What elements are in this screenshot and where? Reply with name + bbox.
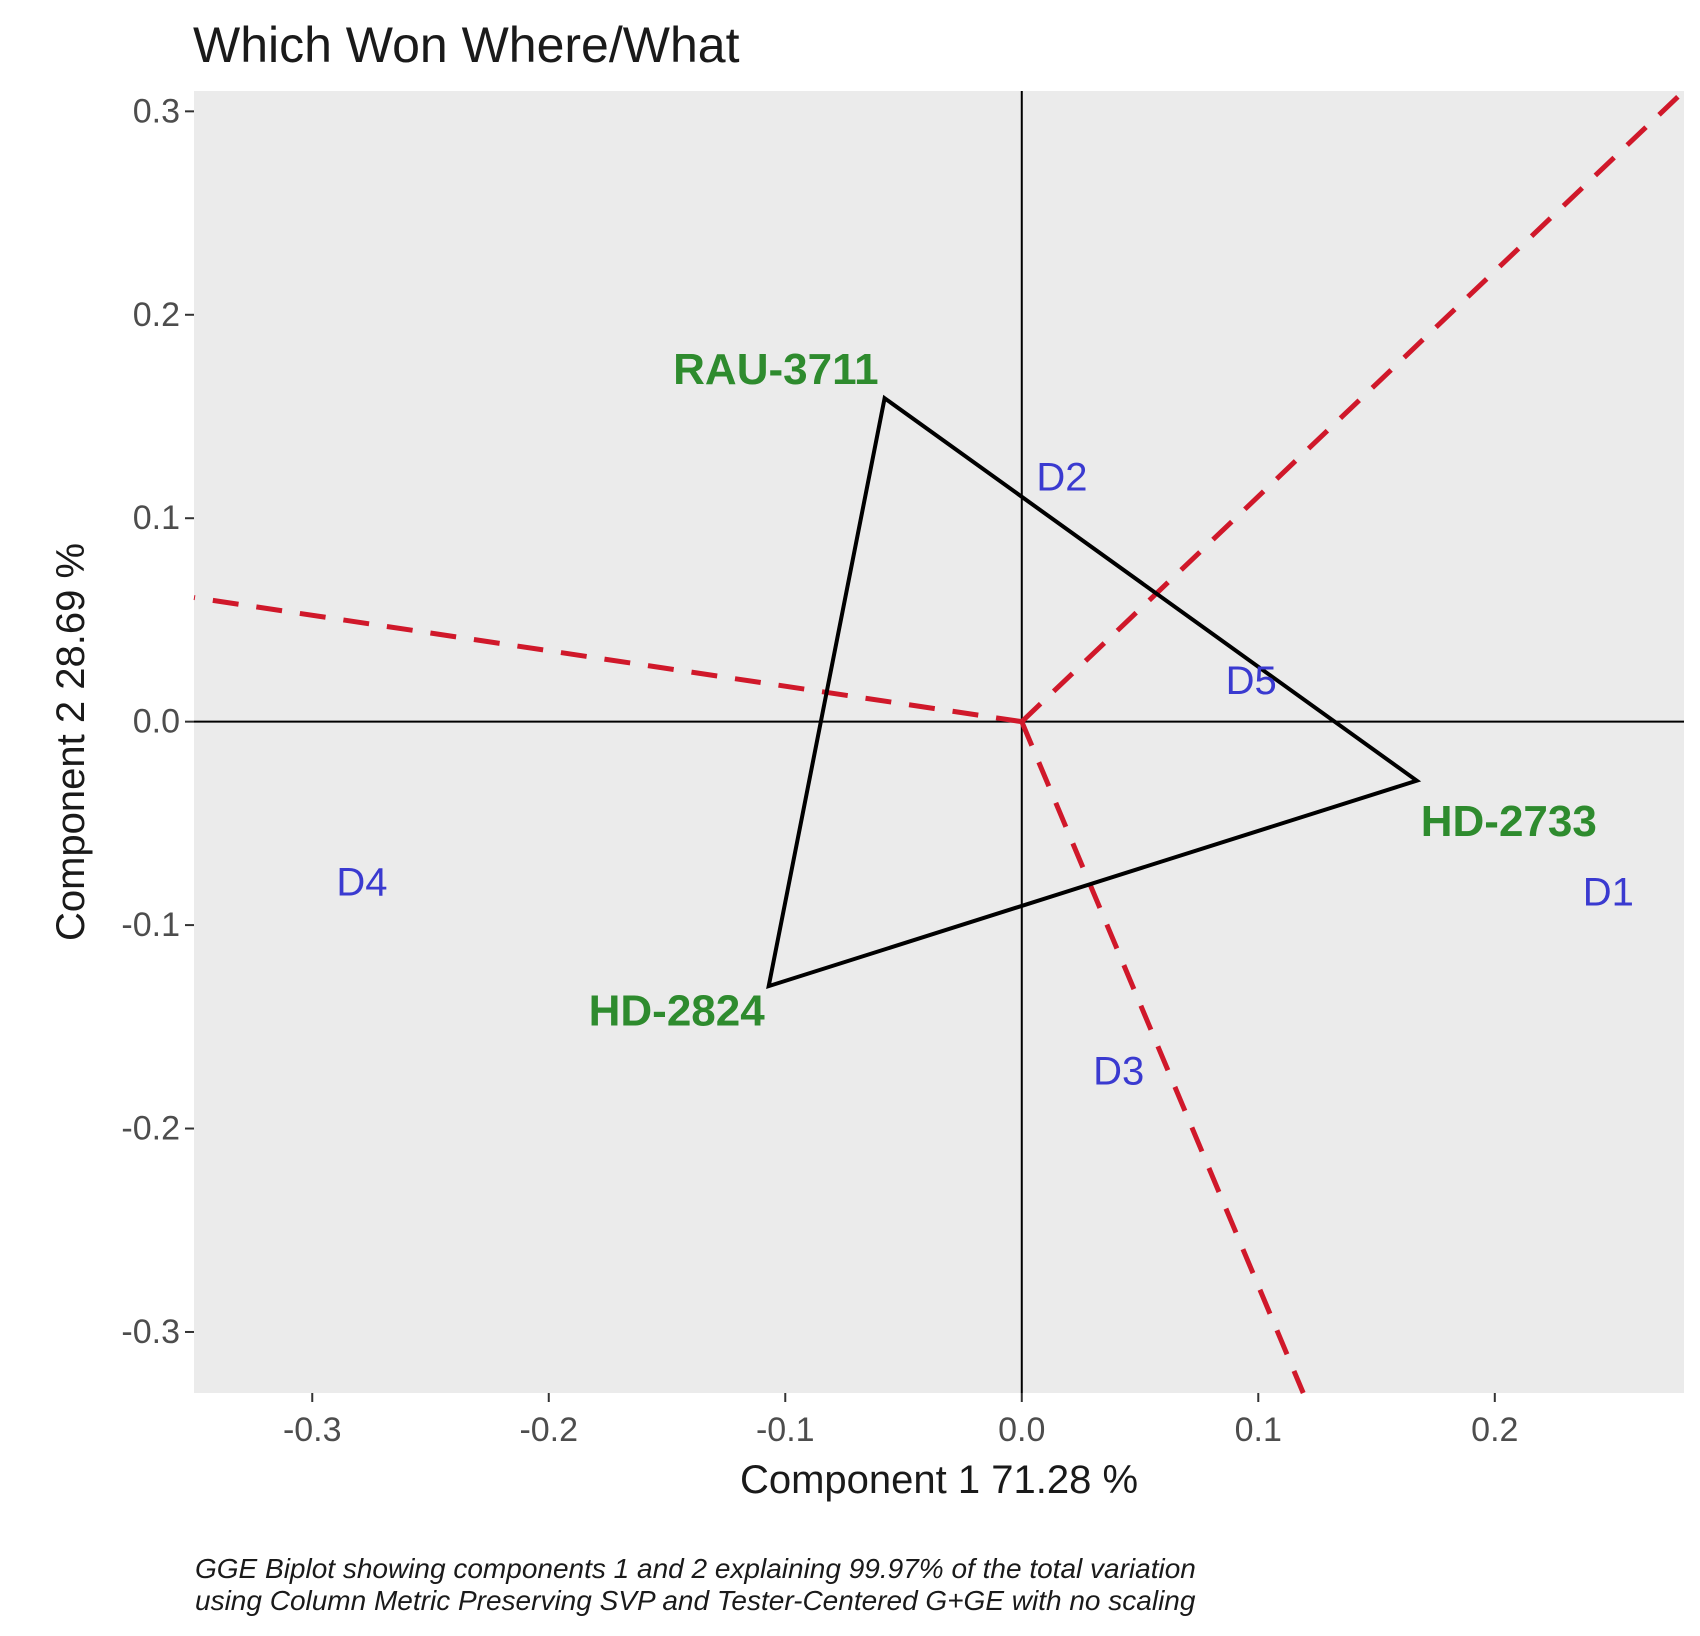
environment-label-d1: D1 <box>1583 871 1634 915</box>
y-tick-label: 0.1 <box>133 499 180 537</box>
x-tick-label: -0.1 <box>756 1411 815 1449</box>
plot-panel <box>194 91 1684 1393</box>
y-tick-label: 0.0 <box>133 703 180 741</box>
x-tick-label: -0.2 <box>519 1411 578 1449</box>
y-tick-label: 0.3 <box>133 92 180 130</box>
x-axis-title: Component 1 71.28 % <box>740 1458 1138 1502</box>
y-axis: -0.3 -0.2 -0.1 0.0 0.1 0.2 0.3 <box>121 92 194 1351</box>
environment-label-d2: D2 <box>1036 456 1087 500</box>
y-tick-label: -0.2 <box>121 1110 180 1148</box>
reference-lines <box>194 91 1684 1393</box>
chart-title: Which Won Where/What <box>193 17 740 73</box>
x-tick-label: 0.0 <box>998 1411 1045 1449</box>
sector-line-1 <box>1020 89 1686 724</box>
convex-hull-polygon <box>766 394 1422 990</box>
y-tick-label: -0.3 <box>121 1313 180 1351</box>
caption-line-1: GGE Biplot showing components 1 and 2 ex… <box>195 1553 1196 1584</box>
environment-label-d3: D3 <box>1093 1050 1144 1094</box>
y-tick-label: -0.1 <box>121 906 180 944</box>
y-axis-title: Component 2 28.69 % <box>49 543 93 941</box>
x-tick-label: 0.1 <box>1235 1411 1282 1449</box>
x-tick-label: 0.2 <box>1471 1411 1518 1449</box>
environment-label-d5: D5 <box>1226 659 1277 703</box>
genotype-label-rau-3711: RAU-3711 <box>673 345 878 394</box>
polygon-layer <box>766 394 1422 990</box>
sector-line-3 <box>1019 720 1306 1394</box>
y-tick-label: 0.2 <box>133 296 180 334</box>
genotype-label-hd-2824: HD-2824 <box>589 986 766 1035</box>
x-axis: -0.3 -0.2 -0.1 0.0 0.1 0.2 <box>283 1393 1518 1449</box>
sector-line-2 <box>193 595 1023 725</box>
genotype-labels: RAU-3711 HD-2733 HD-2824 <box>589 345 1597 1035</box>
environment-labels: D1 D2 D3 D4 D5 <box>336 456 1634 1094</box>
x-tick-label: -0.3 <box>283 1411 342 1449</box>
genotype-label-hd-2733: HD-2733 <box>1421 797 1597 846</box>
sector-lines <box>193 89 1686 1394</box>
caption-line-2: using Column Metric Preserving SVP and T… <box>195 1585 1196 1616</box>
environment-label-d4: D4 <box>336 860 387 904</box>
